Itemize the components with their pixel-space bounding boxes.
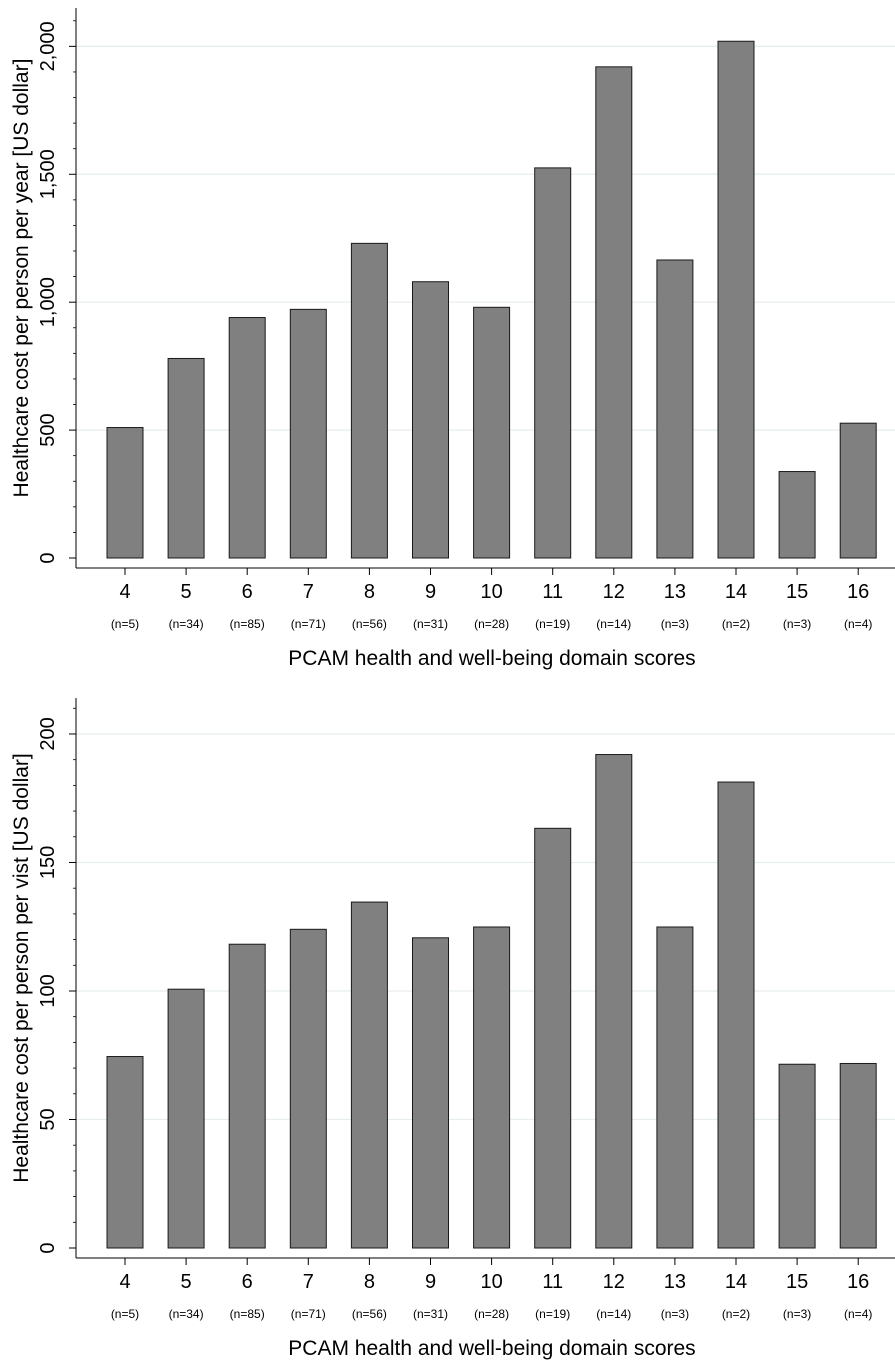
chart1-count-label-4: (n=5) bbox=[111, 1307, 139, 1321]
chart1-y-tick-label-1: 50 bbox=[37, 1108, 59, 1130]
chart1-bar-14 bbox=[717, 781, 755, 1249]
chart0-count-label-9: (n=31) bbox=[413, 617, 448, 631]
chart0-x-tick-label-10: 10 bbox=[480, 581, 502, 603]
bottom-chart-panel: 0 50 100 150 200 4 (n=5) 5 (n=34) 6 (n=85) 7 (n=71) 8… bbox=[0, 690, 895, 1361]
chart1-x-tick-label-15: 15 bbox=[786, 1271, 808, 1293]
chart1-x-tick-label-16: 16 bbox=[847, 1271, 869, 1293]
chart0-x-axis-title: PCAM health and well-being domain scores bbox=[288, 647, 695, 670]
chart1-count-label-14: (n=2) bbox=[722, 1307, 750, 1321]
chart1-bar-15 bbox=[778, 1063, 816, 1249]
chart1-count-label-10: (n=28) bbox=[474, 1307, 509, 1321]
chart1-count-label-12: (n=14) bbox=[596, 1307, 631, 1321]
chart1-bar-16 bbox=[839, 1062, 877, 1249]
chart0-bar-11 bbox=[534, 167, 572, 559]
chart0-y-tick-label-0: 0 bbox=[37, 552, 59, 563]
chart0-y-tick-label-3: 1,500 bbox=[37, 149, 59, 199]
chart1-x-tick-label-8: 8 bbox=[364, 1271, 375, 1293]
chart0-x-tick-label-11: 11 bbox=[542, 581, 563, 603]
chart1-bar-7 bbox=[289, 928, 327, 1249]
chart0-count-label-15: (n=3) bbox=[783, 617, 811, 631]
chart1-bar-11 bbox=[534, 827, 572, 1249]
chart1-x-tick-label-5: 5 bbox=[181, 1271, 192, 1293]
chart1-x-tick-label-6: 6 bbox=[242, 1271, 253, 1293]
chart1-y-tick-label-0: 0 bbox=[37, 1242, 59, 1253]
chart0-count-label-16: (n=4) bbox=[844, 617, 872, 631]
chart1-count-label-5: (n=34) bbox=[169, 1307, 204, 1321]
chart1-count-label-6: (n=85) bbox=[230, 1307, 265, 1321]
chart1-x-tick-label-9: 9 bbox=[425, 1271, 436, 1293]
chart1-count-label-16: (n=4) bbox=[844, 1307, 872, 1321]
per-visit-cost-bar-chart: 0 50 100 150 200 4 (n=5) 5 (n=34) 6 (n=85) 7 (n=71) 8… bbox=[10, 698, 895, 1360]
chart0-count-label-8: (n=56) bbox=[352, 617, 387, 631]
chart1-bar-12 bbox=[595, 754, 633, 1249]
chart0-y-tick-label-2: 1,000 bbox=[37, 277, 59, 327]
chart1-count-label-15: (n=3) bbox=[783, 1307, 811, 1321]
chart1-count-label-9: (n=31) bbox=[413, 1307, 448, 1321]
chart0-count-label-6: (n=85) bbox=[230, 617, 265, 631]
chart1-x-tick-label-14: 14 bbox=[725, 1271, 747, 1293]
chart0-x-tick-label-15: 15 bbox=[786, 581, 808, 603]
chart0-count-label-7: (n=71) bbox=[291, 617, 326, 631]
top-chart-panel: 0 500 1,000 1,500 2,000 4 (n=5) 5 (n=34) 6 (n=85) 7… bbox=[0, 0, 895, 680]
chart1-y-tick-label-3: 150 bbox=[37, 846, 59, 879]
chart0-x-tick-label-13: 13 bbox=[664, 581, 686, 603]
chart0-bar-4 bbox=[106, 427, 144, 559]
chart1-x-tick-label-12: 12 bbox=[603, 1271, 625, 1293]
chart1-count-label-8: (n=56) bbox=[352, 1307, 387, 1321]
chart1-bar-8 bbox=[350, 901, 388, 1249]
chart1-x-tick-label-10: 10 bbox=[480, 1271, 502, 1293]
chart0-count-label-14: (n=2) bbox=[722, 617, 750, 631]
chart0-count-label-11: (n=19) bbox=[535, 617, 570, 631]
chart0-count-label-5: (n=34) bbox=[169, 617, 204, 631]
chart0-x-tick-label-9: 9 bbox=[425, 581, 436, 603]
chart1-count-label-11: (n=19) bbox=[535, 1307, 570, 1321]
chart1-x-tick-label-11: 11 bbox=[542, 1271, 563, 1293]
chart0-bar-15 bbox=[778, 471, 816, 559]
chart0-x-tick-label-12: 12 bbox=[603, 581, 625, 603]
chart0-bar-16 bbox=[839, 422, 877, 559]
chart1-bar-13 bbox=[656, 926, 694, 1249]
chart1-x-axis-title: PCAM health and well-being domain scores bbox=[288, 1337, 695, 1360]
chart0-x-tick-label-7: 7 bbox=[303, 581, 314, 603]
chart1-y-axis-title: Healthcare cost per person per vist [US … bbox=[10, 753, 33, 1183]
chart0-bar-7 bbox=[289, 308, 327, 559]
annual-cost-bar-chart: 0 500 1,000 1,500 2,000 4 (n=5) 5 (n=34) 6 (n=85) 7… bbox=[10, 8, 895, 670]
chart0-count-label-10: (n=28) bbox=[474, 617, 509, 631]
chart0-x-tick-label-8: 8 bbox=[364, 581, 375, 603]
chart0-bar-8 bbox=[350, 242, 388, 559]
chart0-x-tick-label-14: 14 bbox=[725, 581, 747, 603]
chart0-y-axis-title: Healthcare cost per person per year [US … bbox=[10, 59, 33, 498]
chart0-bar-12 bbox=[595, 66, 633, 559]
chart1-bar-9 bbox=[412, 937, 449, 1249]
chart0-bar-14 bbox=[717, 40, 755, 559]
chart0-x-tick-label-16: 16 bbox=[847, 581, 869, 603]
chart0-bar-10 bbox=[473, 306, 511, 559]
chart0-bar-5 bbox=[167, 357, 205, 559]
chart1-x-tick-label-7: 7 bbox=[303, 1271, 314, 1293]
chart1-y-tick-label-4: 200 bbox=[37, 717, 59, 750]
chart0-y-tick-label-1: 500 bbox=[37, 413, 59, 446]
chart0-x-tick-label-4: 4 bbox=[119, 581, 130, 603]
chart0-bar-9 bbox=[412, 281, 449, 559]
chart0-count-label-13: (n=3) bbox=[661, 617, 689, 631]
chart1-bar-4 bbox=[106, 1056, 144, 1249]
chart0-x-tick-label-5: 5 bbox=[181, 581, 192, 603]
chart0-bar-13 bbox=[656, 259, 694, 559]
chart1-x-tick-label-4: 4 bbox=[119, 1271, 130, 1293]
chart1-x-tick-label-13: 13 bbox=[664, 1271, 686, 1293]
chart0-x-tick-label-6: 6 bbox=[242, 581, 253, 603]
chart1-bar-6 bbox=[228, 943, 266, 1249]
chart1-bar-5 bbox=[167, 988, 205, 1249]
chart0-bar-6 bbox=[228, 317, 266, 559]
chart0-count-label-4: (n=5) bbox=[111, 617, 139, 631]
chart0-y-tick-label-4: 2,000 bbox=[37, 21, 59, 71]
chart0-count-label-12: (n=14) bbox=[596, 617, 631, 631]
chart1-count-label-13: (n=3) bbox=[661, 1307, 689, 1321]
chart1-count-label-7: (n=71) bbox=[291, 1307, 326, 1321]
chart1-y-tick-label-2: 100 bbox=[37, 974, 59, 1007]
chart1-bar-10 bbox=[473, 926, 511, 1249]
